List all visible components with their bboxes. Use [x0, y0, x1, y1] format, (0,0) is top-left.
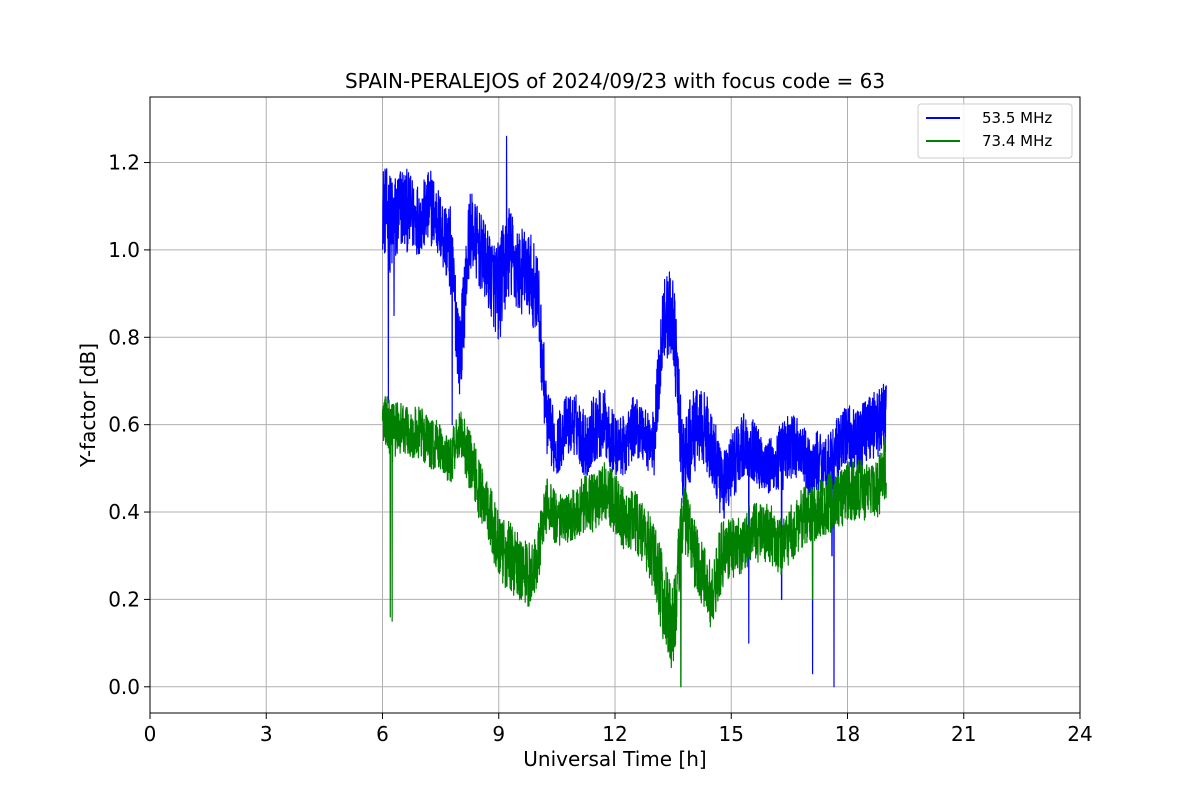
y-tick-label: 0.0 — [108, 675, 140, 699]
series-layer — [381, 135, 887, 688]
chart-title: SPAIN-PERALEJOS of 2024/09/23 with focus… — [345, 69, 885, 93]
x-tick-label: 21 — [951, 722, 976, 746]
y-tick-label: 0.4 — [108, 500, 140, 524]
y-tick-label: 0.8 — [108, 325, 140, 349]
legend-label-1: 73.4 MHz — [982, 132, 1052, 150]
x-tick-label: 3 — [260, 722, 273, 746]
x-tick-label: 9 — [492, 722, 505, 746]
x-tick-label: 18 — [835, 722, 860, 746]
series-line-0 — [381, 135, 887, 688]
y-tick-label: 1.0 — [108, 238, 140, 262]
series-line-1 — [381, 396, 887, 688]
y-tick-label: 0.2 — [108, 587, 140, 611]
x-axis: 0 3 6 9 12 15 18 21 24 — [144, 713, 1093, 746]
x-axis-label: Universal Time [h] — [523, 747, 706, 771]
y-axis: 0.0 0.2 0.4 0.6 0.8 1.0 1.2 — [108, 151, 150, 699]
x-tick-label: 15 — [719, 722, 744, 746]
x-tick-label: 12 — [602, 722, 627, 746]
y-tick-label: 0.6 — [108, 413, 140, 437]
y-axis-label: Y-factor [dB] — [76, 343, 100, 468]
legend-label-0: 53.5 MHz — [982, 109, 1052, 127]
legend: 53.5 MHz 73.4 MHz — [917, 103, 1073, 159]
y-tick-label: 1.2 — [108, 151, 140, 175]
x-tick-label: 24 — [1067, 722, 1092, 746]
x-tick-label: 0 — [144, 722, 157, 746]
x-tick-label: 6 — [376, 722, 389, 746]
